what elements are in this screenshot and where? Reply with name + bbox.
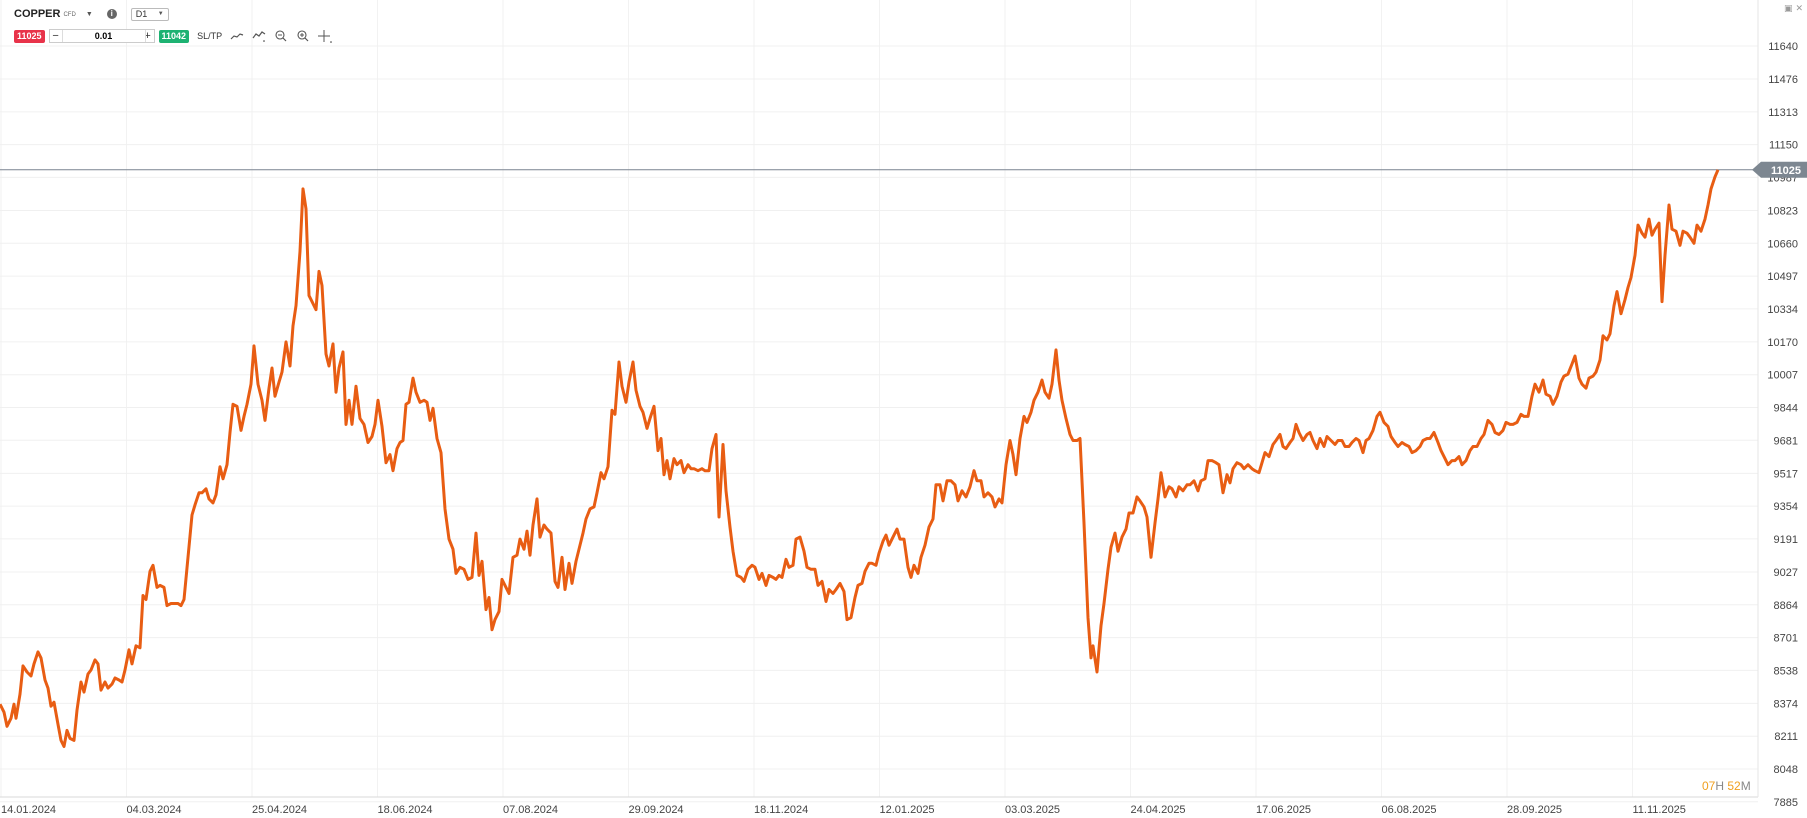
- x-tick-label: 07.08.2024: [503, 804, 558, 816]
- x-tick-label: 06.08.2025: [1382, 804, 1437, 816]
- x-tick-label: 14.01.2024: [1, 804, 56, 816]
- y-tick-label: 9354: [1774, 501, 1798, 513]
- timeframe-value: D1: [135, 9, 148, 19]
- countdown-hours-unit: H: [1715, 779, 1725, 793]
- y-tick-label: 10660: [1767, 238, 1798, 250]
- symbol-header: COPPER CFD ▼ i D1 ▼: [14, 6, 169, 22]
- countdown-minutes-unit: M: [1740, 779, 1751, 793]
- candle-countdown: 07H 52M: [1702, 779, 1751, 793]
- zoom-in-icon[interactable]: [296, 30, 310, 42]
- y-tick-label: 10334: [1767, 304, 1798, 316]
- close-icon[interactable]: ✕: [1795, 3, 1803, 13]
- symbol-type: CFD: [63, 12, 76, 18]
- y-axis: 1164011476113131115010987108231066010497…: [1767, 41, 1798, 809]
- x-tick-label: 24.04.2025: [1131, 804, 1186, 816]
- quantity-stepper: − ⇄ +: [48, 29, 155, 43]
- crosshair-icon[interactable]: [318, 29, 332, 43]
- current-price-tag: 11025: [1752, 161, 1807, 178]
- y-tick-label: 9191: [1774, 534, 1798, 546]
- y-tick-label: 9681: [1774, 435, 1798, 447]
- quantity-input[interactable]: [61, 30, 146, 42]
- y-tick-label: 8701: [1774, 633, 1798, 645]
- window-maximize-icon[interactable]: ▣: [1783, 3, 1793, 13]
- y-tick-label: 7885: [1774, 797, 1798, 809]
- y-tick-label: 9517: [1774, 468, 1798, 480]
- y-tick-label: 10007: [1767, 370, 1798, 382]
- sell-button[interactable]: 11025: [14, 29, 45, 43]
- line-chart-icon[interactable]: [230, 30, 244, 42]
- y-tick-label: 9027: [1774, 567, 1798, 579]
- timeframe-select[interactable]: D1 ▼: [130, 7, 169, 21]
- y-tick-label: 11476: [1768, 74, 1798, 86]
- y-tick-label: 8864: [1774, 600, 1798, 612]
- chevron-down-icon: ▼: [157, 11, 164, 17]
- symbol-name: COPPER: [14, 8, 61, 20]
- zoom-out-icon[interactable]: [274, 30, 288, 42]
- countdown-hours: 07: [1702, 779, 1716, 793]
- info-icon[interactable]: i: [106, 9, 117, 19]
- indicator-icon[interactable]: [252, 30, 266, 42]
- y-tick-label: 8374: [1774, 698, 1798, 710]
- x-tick-label: 11.11.2025: [1633, 804, 1686, 816]
- y-tick-label: 8211: [1774, 731, 1798, 743]
- y-tick-label: 10497: [1767, 271, 1798, 283]
- quantity-plus-button[interactable]: +: [144, 30, 151, 42]
- y-tick-label: 8538: [1774, 665, 1798, 677]
- y-tick-label: 11313: [1768, 107, 1798, 119]
- x-tick-label: 25.04.2024: [252, 804, 307, 816]
- x-tick-label: 29.09.2024: [629, 804, 684, 816]
- vertical-gridlines: [0, 0, 1633, 797]
- x-axis: 14.01.2024 04.03.2024 25.04.2024 18.06.2024…: [1, 804, 1686, 816]
- x-tick-label: 17.06.2025: [1256, 804, 1311, 816]
- quantity-minus-button[interactable]: −: [52, 30, 59, 42]
- buy-button[interactable]: 11042: [158, 29, 190, 43]
- y-tick-label: 10170: [1767, 337, 1798, 349]
- x-tick-label: 18.06.2024: [378, 804, 433, 816]
- x-tick-label: 12.01.2025: [880, 804, 935, 816]
- sltp-button[interactable]: SL/TP: [197, 31, 223, 41]
- current-price-tag-label: 11025: [1771, 165, 1801, 177]
- series-line: [0, 169, 1720, 748]
- x-tick-label: 04.03.2024: [127, 804, 182, 816]
- y-tick-label: 11640: [1768, 41, 1798, 53]
- y-tick-label: 10823: [1767, 205, 1798, 217]
- y-tick-label: 9844: [1774, 403, 1798, 415]
- x-tick-label: 03.03.2025: [1005, 804, 1060, 816]
- x-tick-label: 28.09.2025: [1507, 804, 1562, 816]
- x-tick-label: 18.11.2024: [754, 804, 808, 816]
- y-tick-label: 8048: [1774, 764, 1798, 776]
- window-controls: ▣ ✕: [1784, 3, 1803, 14]
- horizontal-gridlines: [0, 45, 1758, 803]
- y-tick-label: 11150: [1769, 140, 1798, 152]
- symbol-dropdown-icon[interactable]: ▼: [85, 10, 93, 18]
- countdown-minutes: 52: [1727, 779, 1741, 793]
- trade-bar: 11025 − ⇄ + 11042 SL/TP: [14, 29, 332, 43]
